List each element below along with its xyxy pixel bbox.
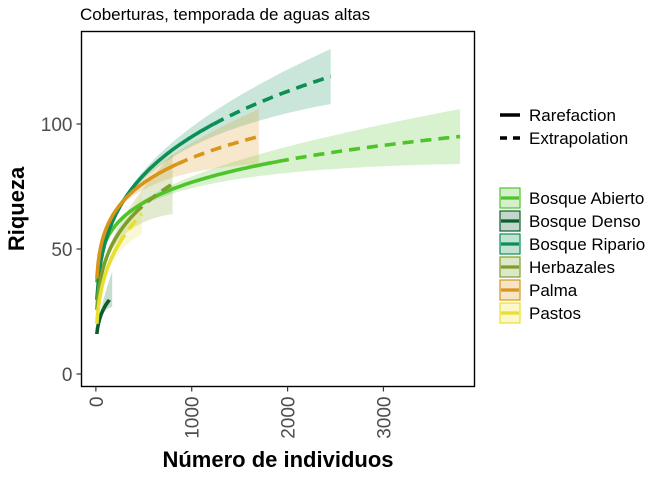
- rarefaction-line-bosque-ripario: [95, 122, 215, 300]
- y-tick-label: 0: [62, 365, 73, 386]
- extrapolation-line-pastos: [117, 212, 144, 245]
- plot-panel: [81, 31, 475, 387]
- curves: [95, 74, 461, 335]
- legend-label-palma: Palma: [529, 281, 578, 300]
- ci-band-bosque-abierto: [96, 109, 461, 283]
- x-tick-label: 2000: [279, 397, 300, 439]
- ci-band-herbazales: [96, 154, 173, 310]
- legend-label-extrapolation: Extrapolation: [529, 129, 628, 148]
- legend-label-bosque-denso: Bosque Denso: [529, 212, 641, 231]
- legend-label-bosque-abierto: Bosque Abierto: [529, 189, 644, 208]
- y-tick-label: 100: [41, 115, 73, 136]
- legend-label-rarefaction: Rarefaction: [529, 106, 616, 125]
- legend-label-pastos: Pastos: [529, 304, 581, 323]
- ci-band-bosque-denso: [96, 271, 113, 334]
- ci-band-bosque-ripario: [96, 49, 331, 300]
- extrapolation-line-bosque-ripario: [212, 74, 332, 126]
- rarefaction-line-bosque-denso: [95, 308, 106, 335]
- x-tick-label: 3000: [374, 397, 395, 439]
- rarefaction-line-palma: [95, 162, 179, 279]
- axes: 0 1000 2000 3000 0 50 100: [41, 115, 396, 439]
- x-tick-label: 1000: [183, 397, 204, 439]
- legend: Rarefaction Extrapolation Bosque Abierto Bo…: [499, 106, 645, 324]
- rarefaction-line-bosque-abierto: [95, 159, 279, 283]
- rarefaction-line-pastos: [95, 243, 121, 324]
- extrapolation-line-palma: [176, 134, 260, 166]
- extrapolation-line-bosque-denso: [101, 295, 114, 310]
- x-tick-label: 0: [87, 397, 108, 408]
- legend-label-bosque-ripario: Bosque Ripario: [529, 235, 645, 254]
- legend-label-herbazales: Herbazales: [529, 258, 615, 277]
- rarefaction-line-herbazales: [95, 212, 136, 311]
- x-axis-title: Número de individuos: [162, 447, 393, 472]
- y-tick-label: 50: [51, 240, 72, 261]
- plot-border: [80, 30, 476, 388]
- y-axis-title: Riqueza: [4, 166, 29, 251]
- extrapolation-line-herbazales: [132, 182, 174, 216]
- chart-title: Coberturas, temporada de aguas altas: [80, 5, 370, 24]
- ci-band-palma: [96, 109, 259, 279]
- extrapolation-line-bosque-abierto: [277, 134, 461, 164]
